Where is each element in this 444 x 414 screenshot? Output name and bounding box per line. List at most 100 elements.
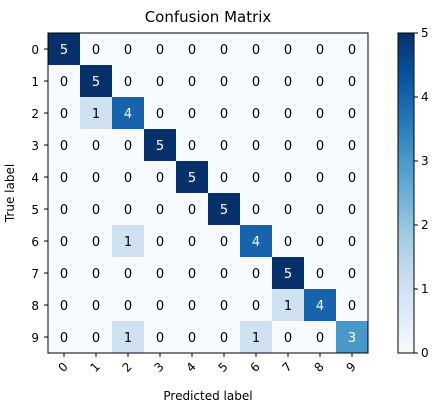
- cell-value-label: 0: [284, 331, 292, 346]
- heatmap-cell: [272, 129, 305, 162]
- x-tick-label: 2: [120, 360, 135, 375]
- heatmap-cell: [144, 257, 177, 290]
- heatmap-cell: [144, 225, 177, 258]
- heatmap-cell: [48, 33, 81, 66]
- heatmap-cell: [240, 97, 273, 130]
- x-tick-label: 1: [88, 360, 103, 375]
- cell-value-label: 0: [60, 267, 68, 282]
- cell-value-label: 0: [156, 203, 164, 218]
- cell-value-label: 0: [284, 107, 292, 122]
- heatmap-cell: [336, 257, 369, 290]
- cell-value-label: 0: [348, 235, 356, 250]
- heatmap-cell: [144, 321, 177, 354]
- cell-value-label: 5: [60, 43, 68, 58]
- cell-value-label: 0: [156, 331, 164, 346]
- cell-value-label: 0: [284, 139, 292, 154]
- cell-value-label: 0: [316, 203, 324, 218]
- heatmap-cell: [80, 161, 113, 194]
- heatmap-cell: [208, 289, 241, 322]
- heatmap-cell: [272, 161, 305, 194]
- cell-value-label: 0: [60, 75, 68, 90]
- cell-value-label: 0: [156, 171, 164, 186]
- heatmap-cell: [48, 129, 81, 162]
- y-tick-label: 2: [31, 107, 39, 121]
- cell-value-label: 4: [124, 107, 132, 122]
- cell-value-label: 0: [92, 331, 100, 346]
- cell-value-label: 0: [220, 43, 228, 58]
- cell-value-label: 0: [316, 331, 324, 346]
- heatmap-cell: [208, 65, 241, 98]
- x-tick-label: 4: [184, 360, 199, 375]
- cell-value-label: 0: [60, 171, 68, 186]
- cell-value-label: 1: [252, 331, 260, 346]
- cell-value-label: 0: [252, 267, 260, 282]
- cell-value-label: 0: [156, 235, 164, 250]
- heatmap-cell: [112, 257, 145, 290]
- heatmap-cell: [80, 257, 113, 290]
- heatmap-cell: [48, 193, 81, 226]
- heatmap-cell: [240, 289, 273, 322]
- cell-value-label: 1: [92, 107, 100, 122]
- heatmap-cell: [80, 193, 113, 226]
- heatmap-cell: [336, 289, 369, 322]
- cell-value-label: 3: [348, 331, 356, 346]
- cell-value-label: 0: [316, 75, 324, 90]
- cell-value-label: 0: [252, 107, 260, 122]
- heatmap-cell: [240, 65, 273, 98]
- heatmap-cell: [272, 193, 305, 226]
- heatmap-cell: [144, 97, 177, 130]
- heatmap-cell: [48, 289, 81, 322]
- y-axis-ticks: 0 1 2 3 4 5 6 7 8 9: [31, 43, 48, 345]
- heatmap-cell: [48, 65, 81, 98]
- cell-value-label: 0: [60, 235, 68, 250]
- cell-value-label: 5: [156, 139, 164, 154]
- cell-value-label: 0: [348, 267, 356, 282]
- cell-value-label: 0: [348, 43, 356, 58]
- heatmap-cell: [272, 289, 305, 322]
- y-tick-label: 7: [31, 267, 39, 281]
- cell-value-label: 0: [60, 139, 68, 154]
- heatmap-cell: [80, 129, 113, 162]
- heatmap-cell: [80, 225, 113, 258]
- heatmap-cell: [304, 65, 337, 98]
- cell-value-label: 0: [156, 107, 164, 122]
- cell-value-label: 0: [124, 267, 132, 282]
- cell-value-label: 0: [348, 203, 356, 218]
- heatmap-cell: [48, 97, 81, 130]
- heatmap-cell: [208, 97, 241, 130]
- cell-value-label: 0: [348, 75, 356, 90]
- heatmap-cell: [336, 161, 369, 194]
- heatmap-cell: [336, 321, 369, 354]
- heatmap-cell: [176, 289, 209, 322]
- cell-value-label: 0: [92, 171, 100, 186]
- heatmap-cell: [80, 289, 113, 322]
- cell-value-labels: 5 0 0 0 0 0 0 0 0 0 0 5 0 0 0 0 0 0 0 0 0 1 4 0 0 0 0 0 0 0 0 0 0 5 0 0 0 0 0 0…: [60, 43, 356, 346]
- cell-value-label: 0: [220, 139, 228, 154]
- heatmap-cell: [336, 33, 369, 66]
- heatmap-cell: [112, 65, 145, 98]
- y-tick-label: 0: [31, 43, 39, 57]
- x-tick-label: 7: [280, 360, 295, 375]
- cell-value-label: 0: [92, 203, 100, 218]
- cell-value-label: 0: [188, 107, 196, 122]
- heatmap-cell: [336, 65, 369, 98]
- cell-value-label: 0: [60, 299, 68, 314]
- heatmap-cell: [144, 289, 177, 322]
- heatmap-cell: [304, 289, 337, 322]
- heatmap-cell: [48, 225, 81, 258]
- heatmap-cell: [304, 225, 337, 258]
- cell-value-label: 0: [124, 139, 132, 154]
- y-tick-label: 1: [31, 75, 39, 89]
- cell-value-label: 0: [124, 299, 132, 314]
- heatmap-cell: [112, 161, 145, 194]
- cell-value-label: 0: [220, 267, 228, 282]
- cell-value-label: 0: [252, 299, 260, 314]
- x-axis-label: Predicted label: [163, 389, 252, 403]
- heatmap-cell: [304, 257, 337, 290]
- heatmap-cell: [80, 65, 113, 98]
- y-tick-label: 9: [31, 331, 39, 345]
- cell-value-label: 0: [92, 139, 100, 154]
- cell-value-label: 4: [316, 299, 324, 314]
- heatmap-cell: [176, 193, 209, 226]
- heatmap-cell: [80, 97, 113, 130]
